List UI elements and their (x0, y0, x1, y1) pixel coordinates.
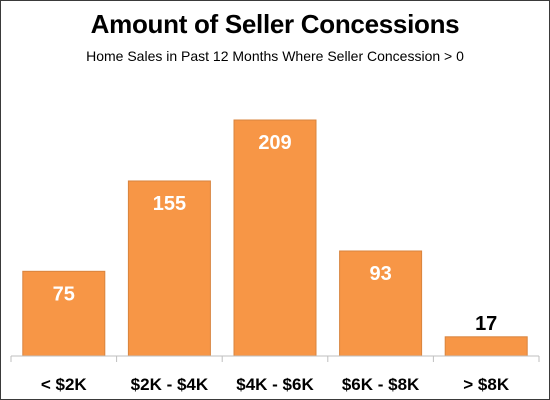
data-label-2: 155 (153, 193, 186, 215)
bar-1 (22, 270, 106, 357)
data-label-3: 209 (258, 132, 291, 154)
chart-subtitle: Home Sales in Past 12 Months Where Selle… (86, 48, 464, 64)
x-tick-label-3: $4K - $6K (236, 375, 314, 394)
x-tick-label-2: $2K - $4K (131, 375, 209, 394)
bar-3 (233, 119, 317, 357)
x-tick-label-4: $6K - $8K (342, 375, 420, 394)
x-tick-label-1: < $2K (41, 375, 88, 394)
data-label-1: 75 (53, 283, 75, 305)
data-label-4: 93 (369, 263, 391, 285)
x-tick-label-5: > $8K (463, 375, 510, 394)
chart-title: Amount of Seller Concessions (90, 9, 460, 39)
bar-2 (127, 180, 211, 357)
bar-5 (444, 336, 528, 357)
data-label-5: 17 (475, 313, 497, 335)
